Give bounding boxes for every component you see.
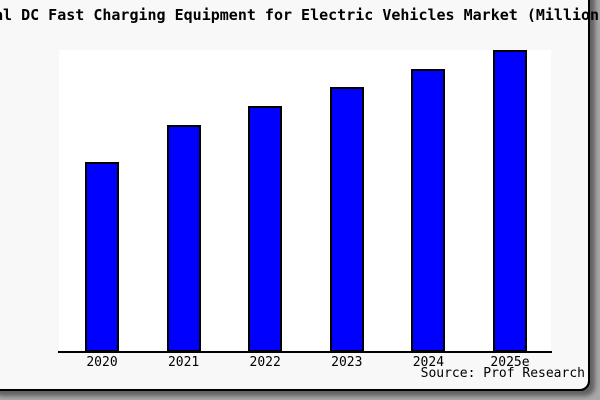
x-tick-label-2025e: 2025e [490, 355, 530, 370]
x-tick-label-2022: 2022 [249, 355, 281, 370]
bar-2024 [411, 69, 446, 352]
bar-2025e [493, 50, 527, 352]
x-tick-label-2023: 2023 [331, 355, 363, 370]
bar-2021 [166, 125, 201, 352]
x-tick-label-2021: 2021 [167, 355, 200, 370]
chart-title: al DC Fast Charging Equipment for Electr… [0, 6, 600, 24]
bar-2023 [329, 87, 364, 352]
x-tick-label-2024: 2024 [412, 355, 445, 370]
bar-2020 [85, 162, 119, 352]
source-credit: Source: Prof Research [420, 366, 585, 381]
plot-area [59, 50, 551, 352]
x-axis-line [58, 351, 552, 353]
x-tick-label-2020: 2020 [86, 355, 118, 370]
bar-2022 [248, 106, 283, 352]
